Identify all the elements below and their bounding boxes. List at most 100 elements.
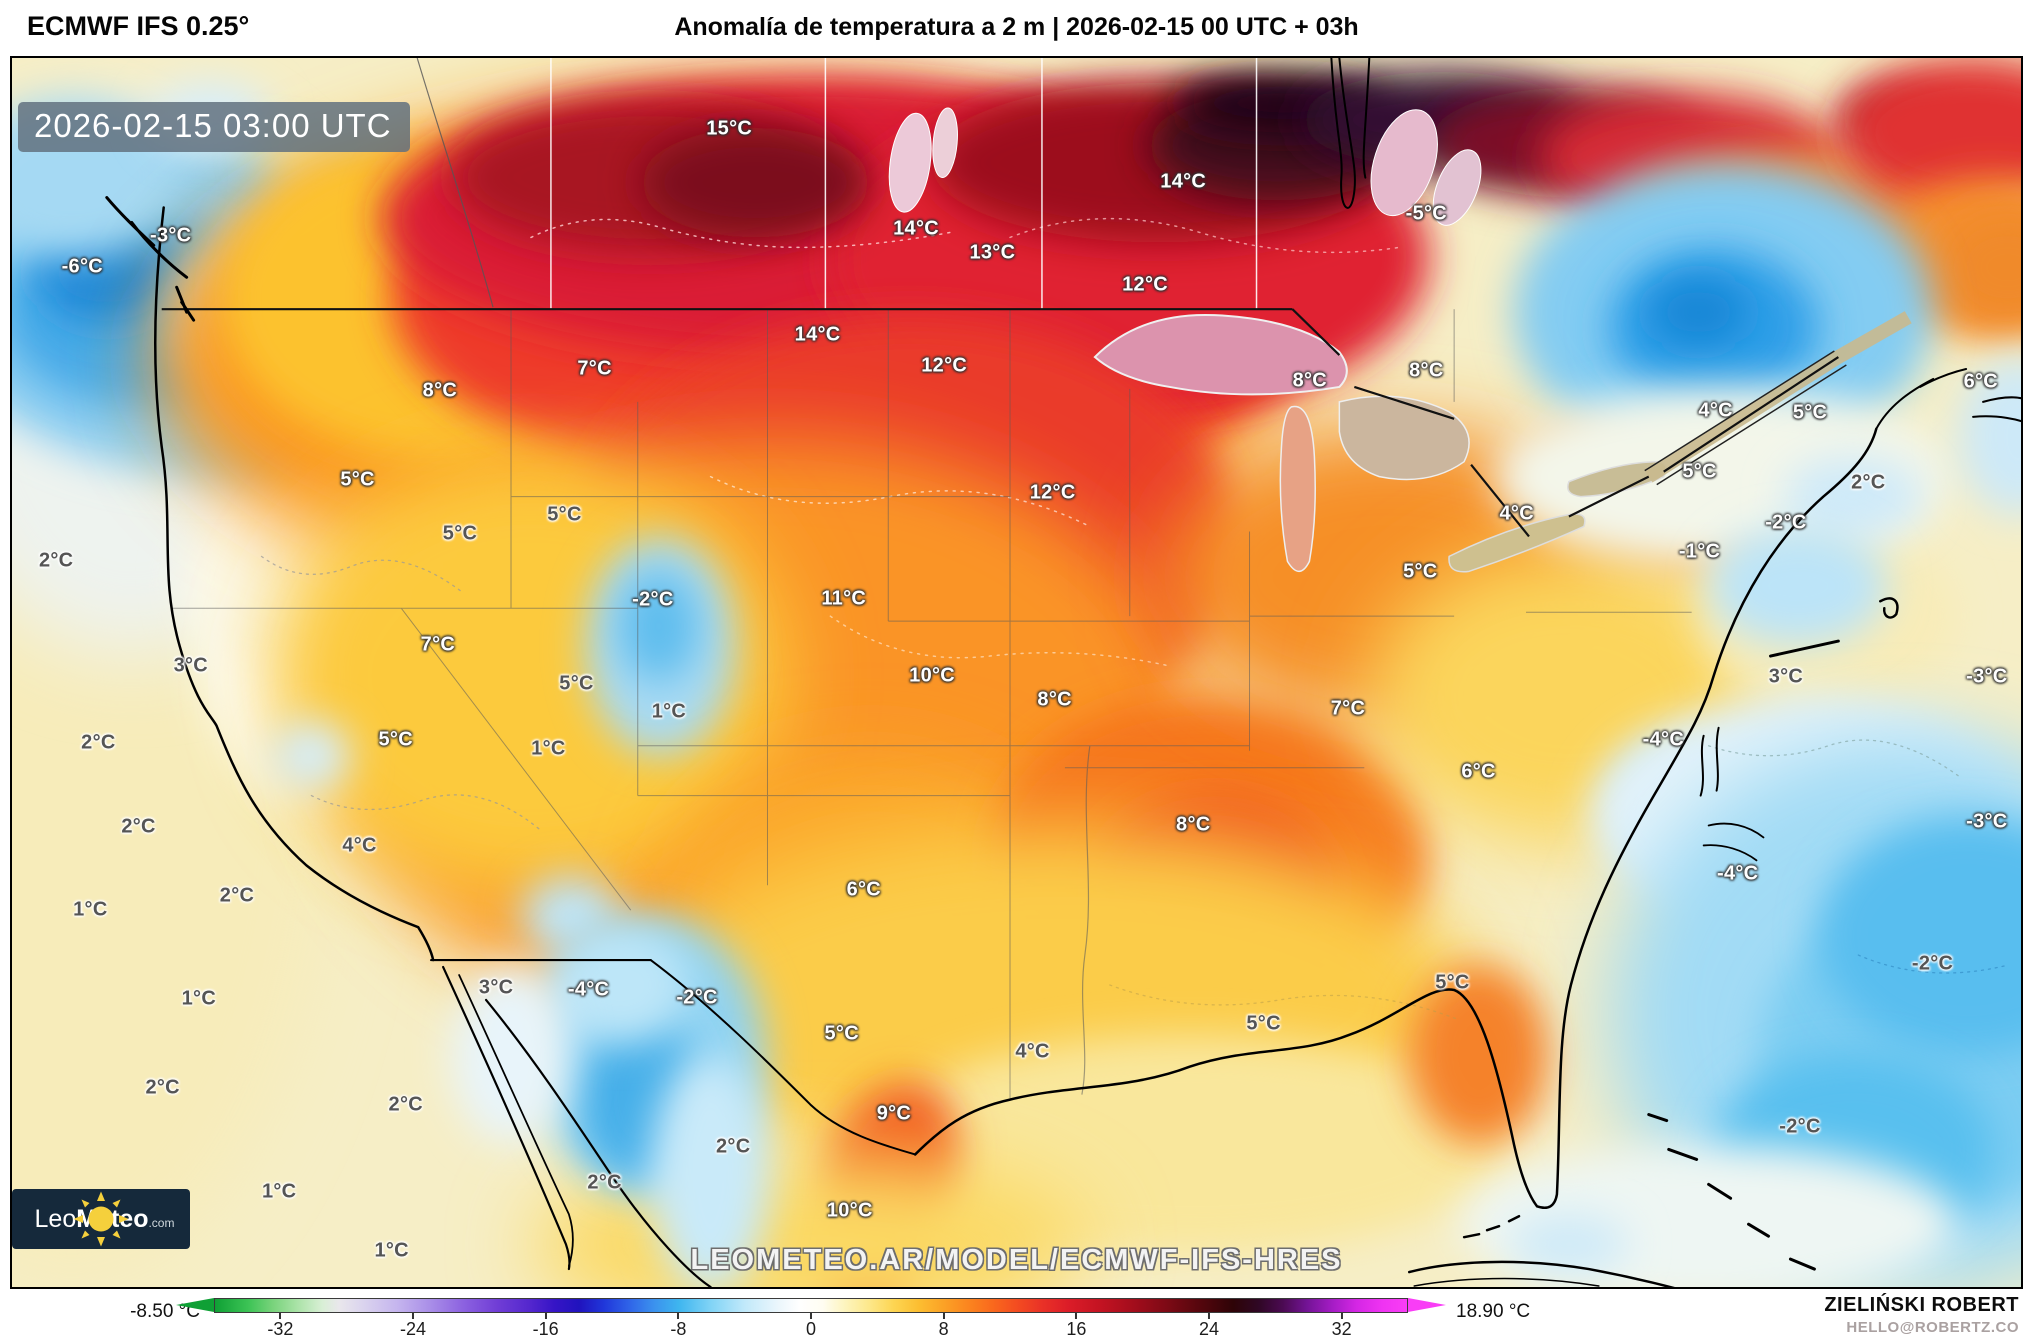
colorbar-tick: 24 bbox=[1199, 1313, 1219, 1339]
colorbar-ticks: -32 -24 -16 -8 0 8 16 24 32 bbox=[214, 1313, 1408, 1339]
temp-label: 1°C bbox=[651, 700, 687, 723]
colorbar-tick: -8 bbox=[670, 1313, 686, 1339]
temp-label: 14°C bbox=[794, 323, 841, 346]
colorbar-tick: -16 bbox=[533, 1313, 559, 1339]
temp-label: 5°C bbox=[1246, 1012, 1281, 1035]
temp-label: -2°C bbox=[1911, 952, 1954, 975]
temp-label: 11°C bbox=[821, 587, 867, 610]
author-email: HELLO@ROBERTZ.CO bbox=[1846, 1319, 2019, 1336]
colorbar-tick: 0 bbox=[806, 1313, 816, 1339]
colorbar-left-arrow bbox=[176, 1298, 214, 1312]
colorbar-max-label: 18.90 °C bbox=[1456, 1301, 1531, 1322]
temp-label: -2°C bbox=[1765, 511, 1807, 534]
temp-label: 1°C bbox=[261, 1180, 297, 1203]
temperature-labels-layer: 15°C 14°C 13°C 14°C -5°C -3°C -6°C 12°C 14°C 7°C 1… bbox=[12, 58, 2021, 1287]
temp-label: 9°C bbox=[876, 1102, 912, 1125]
temp-label: -1°C bbox=[1678, 540, 1721, 563]
temp-label: 7°C bbox=[420, 633, 456, 656]
temp-label: -3°C bbox=[1966, 665, 2008, 688]
temp-label: 1°C bbox=[531, 737, 566, 760]
author-name: ZIELIŃSKI ROBERT bbox=[1824, 1294, 2019, 1316]
temp-label: 1°C bbox=[73, 898, 108, 921]
temp-label: 5°C bbox=[1682, 460, 1717, 483]
temp-label: 2°C bbox=[219, 884, 255, 907]
temp-label: 5°C bbox=[547, 503, 582, 526]
temp-label: 5°C bbox=[1403, 560, 1438, 583]
temp-label: 10°C bbox=[826, 1199, 873, 1222]
colorbar-tick: 32 bbox=[1332, 1313, 1352, 1339]
page-title: Anomalía de temperatura a 2 m | 2026-02-… bbox=[674, 13, 1359, 41]
temp-label: 13°C bbox=[969, 241, 1016, 264]
colorbar-tick: 8 bbox=[939, 1313, 949, 1339]
credits: ZIELIŃSKI ROBERT HELLO@ROBERTZ.CO bbox=[1824, 1294, 2019, 1336]
temp-label: -3°C bbox=[149, 224, 192, 247]
temp-label: 2°C bbox=[81, 731, 116, 754]
temp-label: -3°C bbox=[1966, 810, 2008, 833]
footer: -8.50 °C -32 -24 -16 -8 0 8 16 24 32 18.90 °C ZI… bbox=[0, 1289, 2033, 1339]
brand-name: LeoMeteo.com bbox=[34, 1204, 175, 1233]
temp-label: -2°C bbox=[1779, 1115, 1821, 1138]
temp-label: 5°C bbox=[1792, 401, 1828, 424]
temp-label: -4°C bbox=[1717, 862, 1759, 885]
temp-label: 5°C bbox=[340, 468, 375, 491]
temp-label: 5°C bbox=[559, 672, 594, 695]
temp-label: -4°C bbox=[1642, 728, 1685, 751]
temp-label: 15°C bbox=[706, 117, 753, 140]
colorbar-tick: -24 bbox=[400, 1313, 426, 1339]
header: ECMWF IFS 0.25° Anomalía de temperatura … bbox=[0, 0, 2033, 56]
temp-label: 5°C bbox=[824, 1022, 859, 1045]
colorbar-gradient bbox=[214, 1298, 1408, 1313]
colorbar bbox=[176, 1298, 1446, 1313]
temp-label: 4°C bbox=[1015, 1040, 1050, 1063]
temp-label: -6°C bbox=[61, 255, 104, 278]
temp-label: 12°C bbox=[1122, 273, 1169, 296]
temp-label: 2°C bbox=[388, 1093, 423, 1116]
temp-label: 4°C bbox=[1499, 502, 1534, 525]
colorbar-tick: 16 bbox=[1066, 1313, 1086, 1339]
temp-label: 4°C bbox=[342, 834, 377, 857]
temp-label: 10°C bbox=[909, 664, 956, 687]
temp-label: 2°C bbox=[1851, 471, 1886, 494]
model-name: ECMWF IFS 0.25° bbox=[27, 11, 250, 41]
temp-label: 12°C bbox=[1029, 481, 1076, 504]
leometeo-logo: LeoMeteo.com bbox=[12, 1189, 190, 1249]
temp-label: 3°C bbox=[1768, 665, 1804, 688]
temp-label: 6°C bbox=[1963, 370, 1999, 393]
temp-label: 8°C bbox=[1409, 359, 1444, 382]
temp-label: 8°C bbox=[422, 379, 458, 402]
temp-label: 4°C bbox=[1698, 399, 1733, 422]
temp-label: 8°C bbox=[1292, 369, 1328, 392]
temp-label: 2°C bbox=[121, 815, 156, 838]
contour-field-graphic bbox=[12, 58, 2021, 1287]
temp-label: 8°C bbox=[1176, 813, 1211, 836]
temp-label: 6°C bbox=[846, 878, 882, 901]
temp-label: 7°C bbox=[577, 357, 612, 380]
anomaly-map: 2026-02-15 03:00 UTC 15°C 14°C 13°C 14°C -5°… bbox=[10, 56, 2023, 1289]
temp-label: 2°C bbox=[38, 549, 74, 572]
temp-label: -4°C bbox=[567, 978, 610, 1001]
temp-label: 3°C bbox=[478, 976, 514, 999]
watermark: LEOMETEO.AR/MODEL/ECMWF-IFS-HRES bbox=[690, 1244, 1343, 1276]
timestamp-badge: 2026-02-15 03:00 UTC bbox=[18, 102, 410, 152]
temp-label: 5°C bbox=[378, 728, 413, 751]
temp-label: 12°C bbox=[921, 354, 968, 377]
temp-label: 6°C bbox=[1461, 760, 1496, 783]
temp-label: 5°C bbox=[1435, 971, 1470, 994]
temp-label: 14°C bbox=[1160, 170, 1207, 193]
temp-label: 5°C bbox=[442, 522, 478, 545]
colorbar-right-arrow bbox=[1408, 1298, 1446, 1312]
temp-label: 14°C bbox=[893, 217, 939, 240]
temp-label: 2°C bbox=[145, 1076, 180, 1099]
temp-label: -2°C bbox=[632, 588, 674, 611]
temp-label: 2°C bbox=[587, 1171, 622, 1194]
temp-label: 1°C bbox=[374, 1239, 409, 1262]
temp-label: 2°C bbox=[715, 1135, 751, 1158]
colorbar-tick: -32 bbox=[267, 1313, 293, 1339]
temp-label: -5°C bbox=[1405, 202, 1448, 225]
temp-label: 1°C bbox=[181, 987, 217, 1010]
temp-label: 8°C bbox=[1037, 688, 1072, 711]
temp-label: 7°C bbox=[1330, 697, 1366, 720]
temp-label: 3°C bbox=[173, 654, 209, 677]
temp-label: -2°C bbox=[676, 986, 718, 1009]
